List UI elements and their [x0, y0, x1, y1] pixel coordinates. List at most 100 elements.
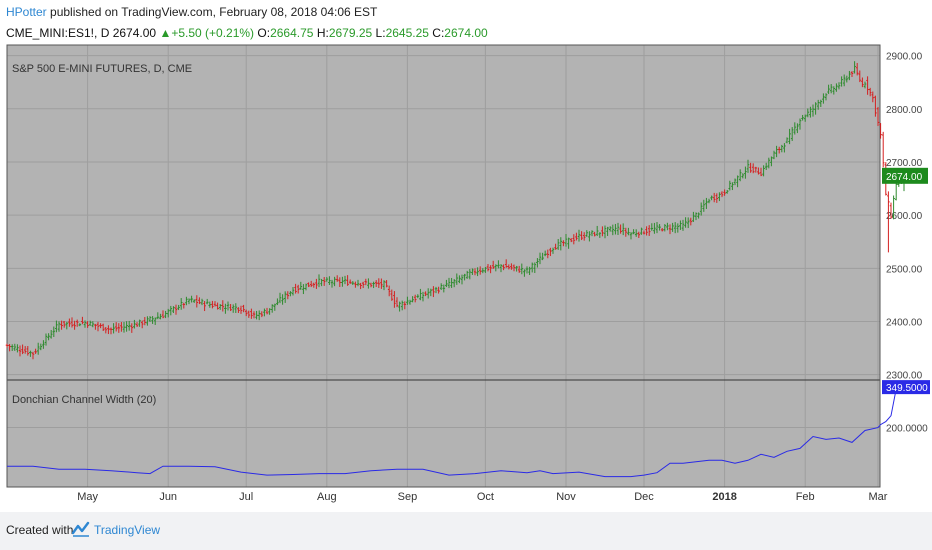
ohlc-bar [829, 84, 833, 94]
ohlc-bar [426, 288, 430, 299]
ohlc-bar [835, 83, 838, 92]
open-value: 2664.75 [270, 26, 314, 40]
ohlc-bar [31, 351, 35, 360]
ohlc-bar [689, 217, 693, 226]
ohlc-bar [603, 225, 607, 239]
ohlc-bar [299, 281, 303, 290]
ohlc-bar [333, 276, 336, 287]
ohlc-bar [468, 269, 472, 280]
ohlc-bar [361, 281, 365, 289]
ohlc-bar [814, 102, 817, 115]
ohlc-bar [328, 276, 331, 286]
ohlc-bar [23, 346, 27, 354]
ohlc-bar [330, 279, 334, 288]
ohlc-bar [715, 193, 719, 203]
ohlc-bar [793, 122, 797, 135]
ohlc-bar [94, 323, 97, 330]
ohlc-bar [377, 278, 381, 289]
ohlc-bar [242, 304, 245, 313]
ohlc-bar [117, 323, 121, 333]
ohlc-bar [533, 262, 537, 273]
ohlc-bar [840, 76, 843, 87]
ohlc-bar [590, 230, 594, 237]
ohlc-bar [125, 321, 128, 332]
ohlc-bar [387, 285, 391, 297]
ohlc-bar [517, 265, 521, 273]
ohlc-bar [34, 348, 37, 354]
ohlc-bar [783, 143, 786, 153]
ohlc-bar [21, 344, 24, 355]
indicator-panel-title: Donchian Channel Width (20) [12, 394, 156, 406]
ohlc-bar [481, 268, 485, 274]
ohlc-bar [291, 286, 295, 296]
ohlc-bar [611, 224, 615, 236]
ohlc-bar [187, 298, 191, 305]
x-axis-tick-label: Feb [796, 491, 815, 503]
ohlc-bar [13, 343, 17, 351]
ohlc-bar [853, 61, 856, 74]
ohlc-bar [380, 278, 383, 289]
ohlc-bar [218, 304, 222, 310]
ohlc-bar [445, 279, 448, 288]
publisher-name[interactable]: HPotter [6, 5, 47, 19]
ohlc-bar [421, 291, 425, 302]
ohlc-bar [741, 173, 745, 179]
ohlc-bar [416, 294, 420, 299]
ohlc-bar [515, 265, 518, 272]
price-panel [7, 45, 880, 380]
ohlc-bar [265, 307, 269, 315]
ohlc-bar [130, 323, 134, 333]
ohlc-bar [159, 313, 162, 320]
ohlc-bar [861, 77, 864, 88]
ohlc-bar [887, 191, 890, 253]
price-axis-tick-label: 2600.00 [886, 211, 923, 222]
ohlc-bar [809, 106, 812, 118]
ohlc-bar [796, 123, 799, 134]
ohlc-bar [348, 279, 352, 285]
ohlc-bar [263, 308, 266, 317]
ohlc-bar [666, 222, 669, 231]
ohlc-bar [858, 70, 862, 83]
ohlc-bar [855, 62, 859, 76]
published-text: published on TradingView.com, February 0… [50, 5, 378, 19]
ohlc-bar [96, 321, 100, 332]
ohlc-bar [39, 343, 43, 351]
up-arrow-icon: ▲ [159, 26, 172, 40]
ohlc-bar [764, 162, 768, 171]
ohlc-bar [60, 320, 63, 330]
ohlc-bar [289, 291, 292, 297]
last-price-tag [882, 167, 928, 184]
ohlc-bar [393, 291, 396, 308]
ohlc-bar [88, 320, 92, 326]
chart-area[interactable]: 2900.00 2800.00 2700.00 2600.00 2500.00 2400.… [0, 0, 932, 512]
ohlc-bar [221, 300, 225, 312]
ohlc-bar [546, 249, 550, 259]
ohlc-bar [452, 279, 456, 288]
ohlc-bar [608, 226, 612, 232]
ohlc-bar [434, 286, 438, 294]
ohlc-bar [595, 225, 599, 237]
ohlc-bar [850, 71, 854, 78]
ohlc-bar [172, 306, 175, 313]
ohlc-bar [572, 234, 576, 245]
ohlc-bar [788, 128, 791, 145]
ohlc-bar [400, 300, 404, 311]
created-with-text: Created with [6, 523, 74, 537]
tradingview-brand[interactable]: TradingView [94, 523, 161, 537]
ohlc-bar [621, 223, 625, 236]
ohlc-bar [413, 294, 417, 303]
ohlc-bar [385, 280, 388, 288]
ohlc-bar [502, 264, 505, 271]
ohlc-bar [543, 250, 547, 257]
x-axis-tick-label: Aug [317, 491, 337, 503]
ohlc-bar [575, 232, 578, 241]
ohlc-bar [582, 232, 586, 241]
ohlc-bar [343, 275, 347, 285]
ohlc-bar [359, 282, 362, 290]
ohlc-bar [889, 202, 893, 219]
ohlc-bar [458, 275, 461, 284]
tradingview-logo-icon[interactable] [72, 521, 90, 537]
ohlc-bar [744, 166, 747, 179]
indicator-panel [7, 380, 880, 487]
ohlc-bar [798, 118, 802, 130]
